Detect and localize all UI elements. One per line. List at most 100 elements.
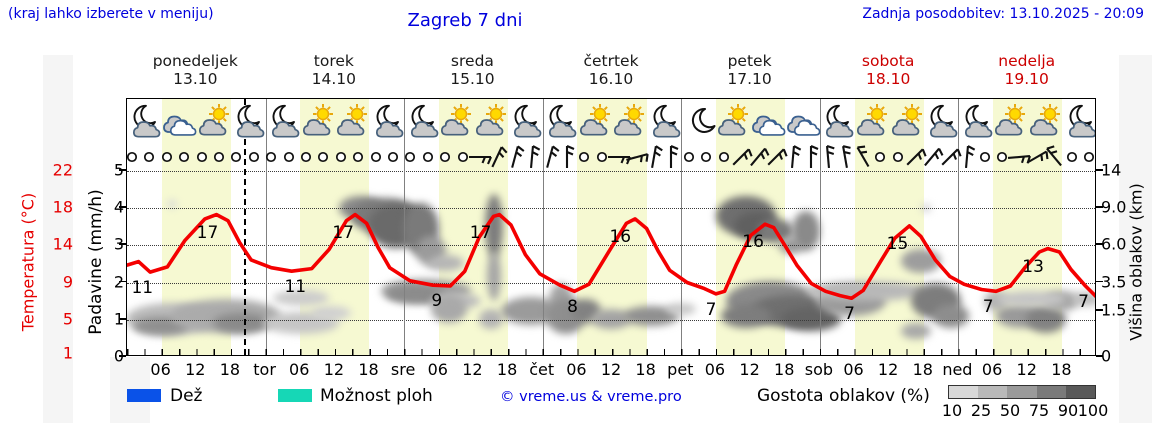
x-axis-label: 18 bbox=[774, 360, 795, 379]
last-update-label: Zadnja posodobitev: 13.10.2025 - 20:09 bbox=[862, 6, 1144, 22]
x-axis-label: ned bbox=[942, 360, 973, 379]
x-axis-label: sre bbox=[390, 360, 416, 379]
wind-calm-symbol bbox=[578, 151, 590, 163]
weather-icon-sun-cloud bbox=[854, 103, 890, 139]
density-tick-label: 50 bbox=[999, 401, 1021, 420]
cloud-density-label: Gostota oblakov (%) bbox=[757, 386, 930, 406]
cloud-density-blob bbox=[213, 313, 269, 333]
density-gradient-segment bbox=[978, 386, 1008, 398]
weather-icon-moon-cloud bbox=[230, 103, 266, 139]
wind-calm-symbol bbox=[196, 151, 208, 163]
wind-calm-symbol bbox=[979, 151, 991, 163]
wind-barb-symbol bbox=[746, 144, 770, 170]
density-tick-label: 10 bbox=[941, 401, 963, 420]
x-axis-label: 06 bbox=[566, 360, 587, 379]
copyright-label: © vreme.us & vreme.pro bbox=[500, 389, 682, 405]
wind-calm-symbol bbox=[352, 151, 364, 163]
wind-barb-symbol bbox=[938, 144, 962, 170]
wind-barb-symbol bbox=[642, 144, 666, 170]
wind-calm-symbol bbox=[596, 151, 608, 163]
temperature-value-label: 16 bbox=[609, 226, 632, 247]
wind-barb-symbol bbox=[764, 144, 788, 170]
x-axis-label: 06 bbox=[704, 360, 726, 379]
wind-barb-symbol bbox=[851, 144, 875, 170]
wind-calm-symbol bbox=[439, 151, 451, 163]
x-axis-label: 12 bbox=[323, 360, 345, 379]
weather-icon-moon-cloud bbox=[507, 103, 543, 139]
x-axis-label: pet bbox=[667, 360, 694, 379]
cloud-density-blob bbox=[428, 255, 464, 271]
wind-calm-symbol bbox=[300, 151, 312, 163]
x-axis-label: 12 bbox=[1016, 360, 1037, 379]
weather-icon-sun-cloud bbox=[577, 103, 613, 139]
density-gradient-segment bbox=[1007, 386, 1037, 398]
temperature-value-label: 13 bbox=[1022, 256, 1044, 277]
temperature-value-label: 17 bbox=[196, 222, 219, 243]
day-date: 19.10 bbox=[1004, 70, 1049, 88]
day-separator bbox=[542, 99, 544, 355]
right-axis-tick bbox=[1096, 243, 1103, 246]
cloud-density-blob bbox=[479, 309, 503, 329]
wind-barb-symbol bbox=[903, 144, 927, 170]
weather-icon-sun-cloud bbox=[889, 103, 925, 139]
weather-icon-clouds bbox=[785, 103, 821, 139]
precip-tick-label: 0 bbox=[94, 347, 124, 366]
x-axis-label: 12 bbox=[462, 360, 483, 379]
wind-calm-symbol bbox=[874, 151, 886, 163]
weather-icon-sun-cloud bbox=[473, 103, 509, 139]
precip-tick-label: 2 bbox=[94, 272, 124, 291]
precip-tick-label: 5 bbox=[94, 161, 124, 180]
wind-barb-symbol bbox=[659, 144, 683, 170]
wind-barb-symbol bbox=[520, 144, 544, 170]
temperature-axis-title: Temperatura (°C) bbox=[18, 192, 38, 332]
day-header: sreda 15.10 bbox=[450, 52, 494, 88]
wind-calm-symbol bbox=[283, 151, 295, 163]
weather-icon-sun-cloud bbox=[1027, 103, 1063, 139]
precip-gridline bbox=[127, 208, 1095, 210]
day-header: nedelja 19.10 bbox=[998, 52, 1055, 88]
temperature-value-label: 16 bbox=[742, 232, 764, 253]
weather-icon-moon-cloud bbox=[923, 103, 959, 139]
wind-calm-symbol bbox=[700, 151, 712, 163]
day-date: 15.10 bbox=[450, 70, 495, 88]
wind-calm-symbol bbox=[387, 151, 399, 163]
x-axis-label: 18 bbox=[912, 360, 933, 379]
cloud-density-gradient bbox=[948, 385, 1096, 399]
temperature-value-label: 8 bbox=[567, 297, 578, 318]
x-axis-label: 06 bbox=[981, 360, 1003, 379]
cloud-density-blob bbox=[485, 194, 503, 258]
day-separator bbox=[265, 99, 267, 355]
wind-barb-symbol bbox=[555, 144, 579, 170]
density-tick-label: 25 bbox=[970, 401, 992, 420]
wind-calm-symbol bbox=[718, 151, 730, 163]
x-axis-label: 12 bbox=[739, 360, 760, 379]
day-date: 14.10 bbox=[311, 70, 357, 88]
temperature-value-label: 7 bbox=[982, 297, 994, 318]
weather-icon-moon-cloud bbox=[542, 103, 578, 139]
x-axis-label: čet bbox=[529, 360, 555, 379]
weather-icon-sun-cloud bbox=[334, 103, 370, 139]
cloud-height-tick-label: 0 bbox=[1101, 346, 1112, 366]
day-name: nedelja bbox=[998, 52, 1056, 70]
menu-hint-note: (kraj lahko izberete v meniju) bbox=[8, 6, 214, 22]
day-name: četrtek bbox=[583, 52, 639, 70]
temp-tick-label: 14 bbox=[52, 234, 73, 254]
cloud-density-blob bbox=[591, 309, 631, 329]
left-axis-tick bbox=[119, 317, 126, 320]
cloud-height-tick-label: 3.5 bbox=[1101, 272, 1127, 292]
wind-calm-symbol bbox=[143, 151, 155, 163]
weather-icon-clouds bbox=[750, 103, 786, 139]
density-gradient-segment bbox=[1036, 386, 1066, 398]
weather-icon-moon-cloud bbox=[404, 103, 440, 139]
x-axis-label: 06 bbox=[843, 360, 864, 379]
cloud-density-blob bbox=[996, 291, 1066, 307]
temperature-value-label: 9 bbox=[431, 291, 443, 312]
cloud-density-blob bbox=[431, 295, 467, 323]
weather-icon-sun-cloud bbox=[300, 103, 336, 139]
temp-tick-label: 22 bbox=[52, 160, 73, 180]
cloud-density-blob bbox=[487, 251, 501, 301]
x-axis-label: 06 bbox=[289, 360, 310, 379]
density-tick-label: 100 bbox=[1077, 401, 1109, 420]
weather-icon-sun-cloud bbox=[611, 103, 647, 139]
temperature-value-label: 7 bbox=[1078, 292, 1089, 312]
